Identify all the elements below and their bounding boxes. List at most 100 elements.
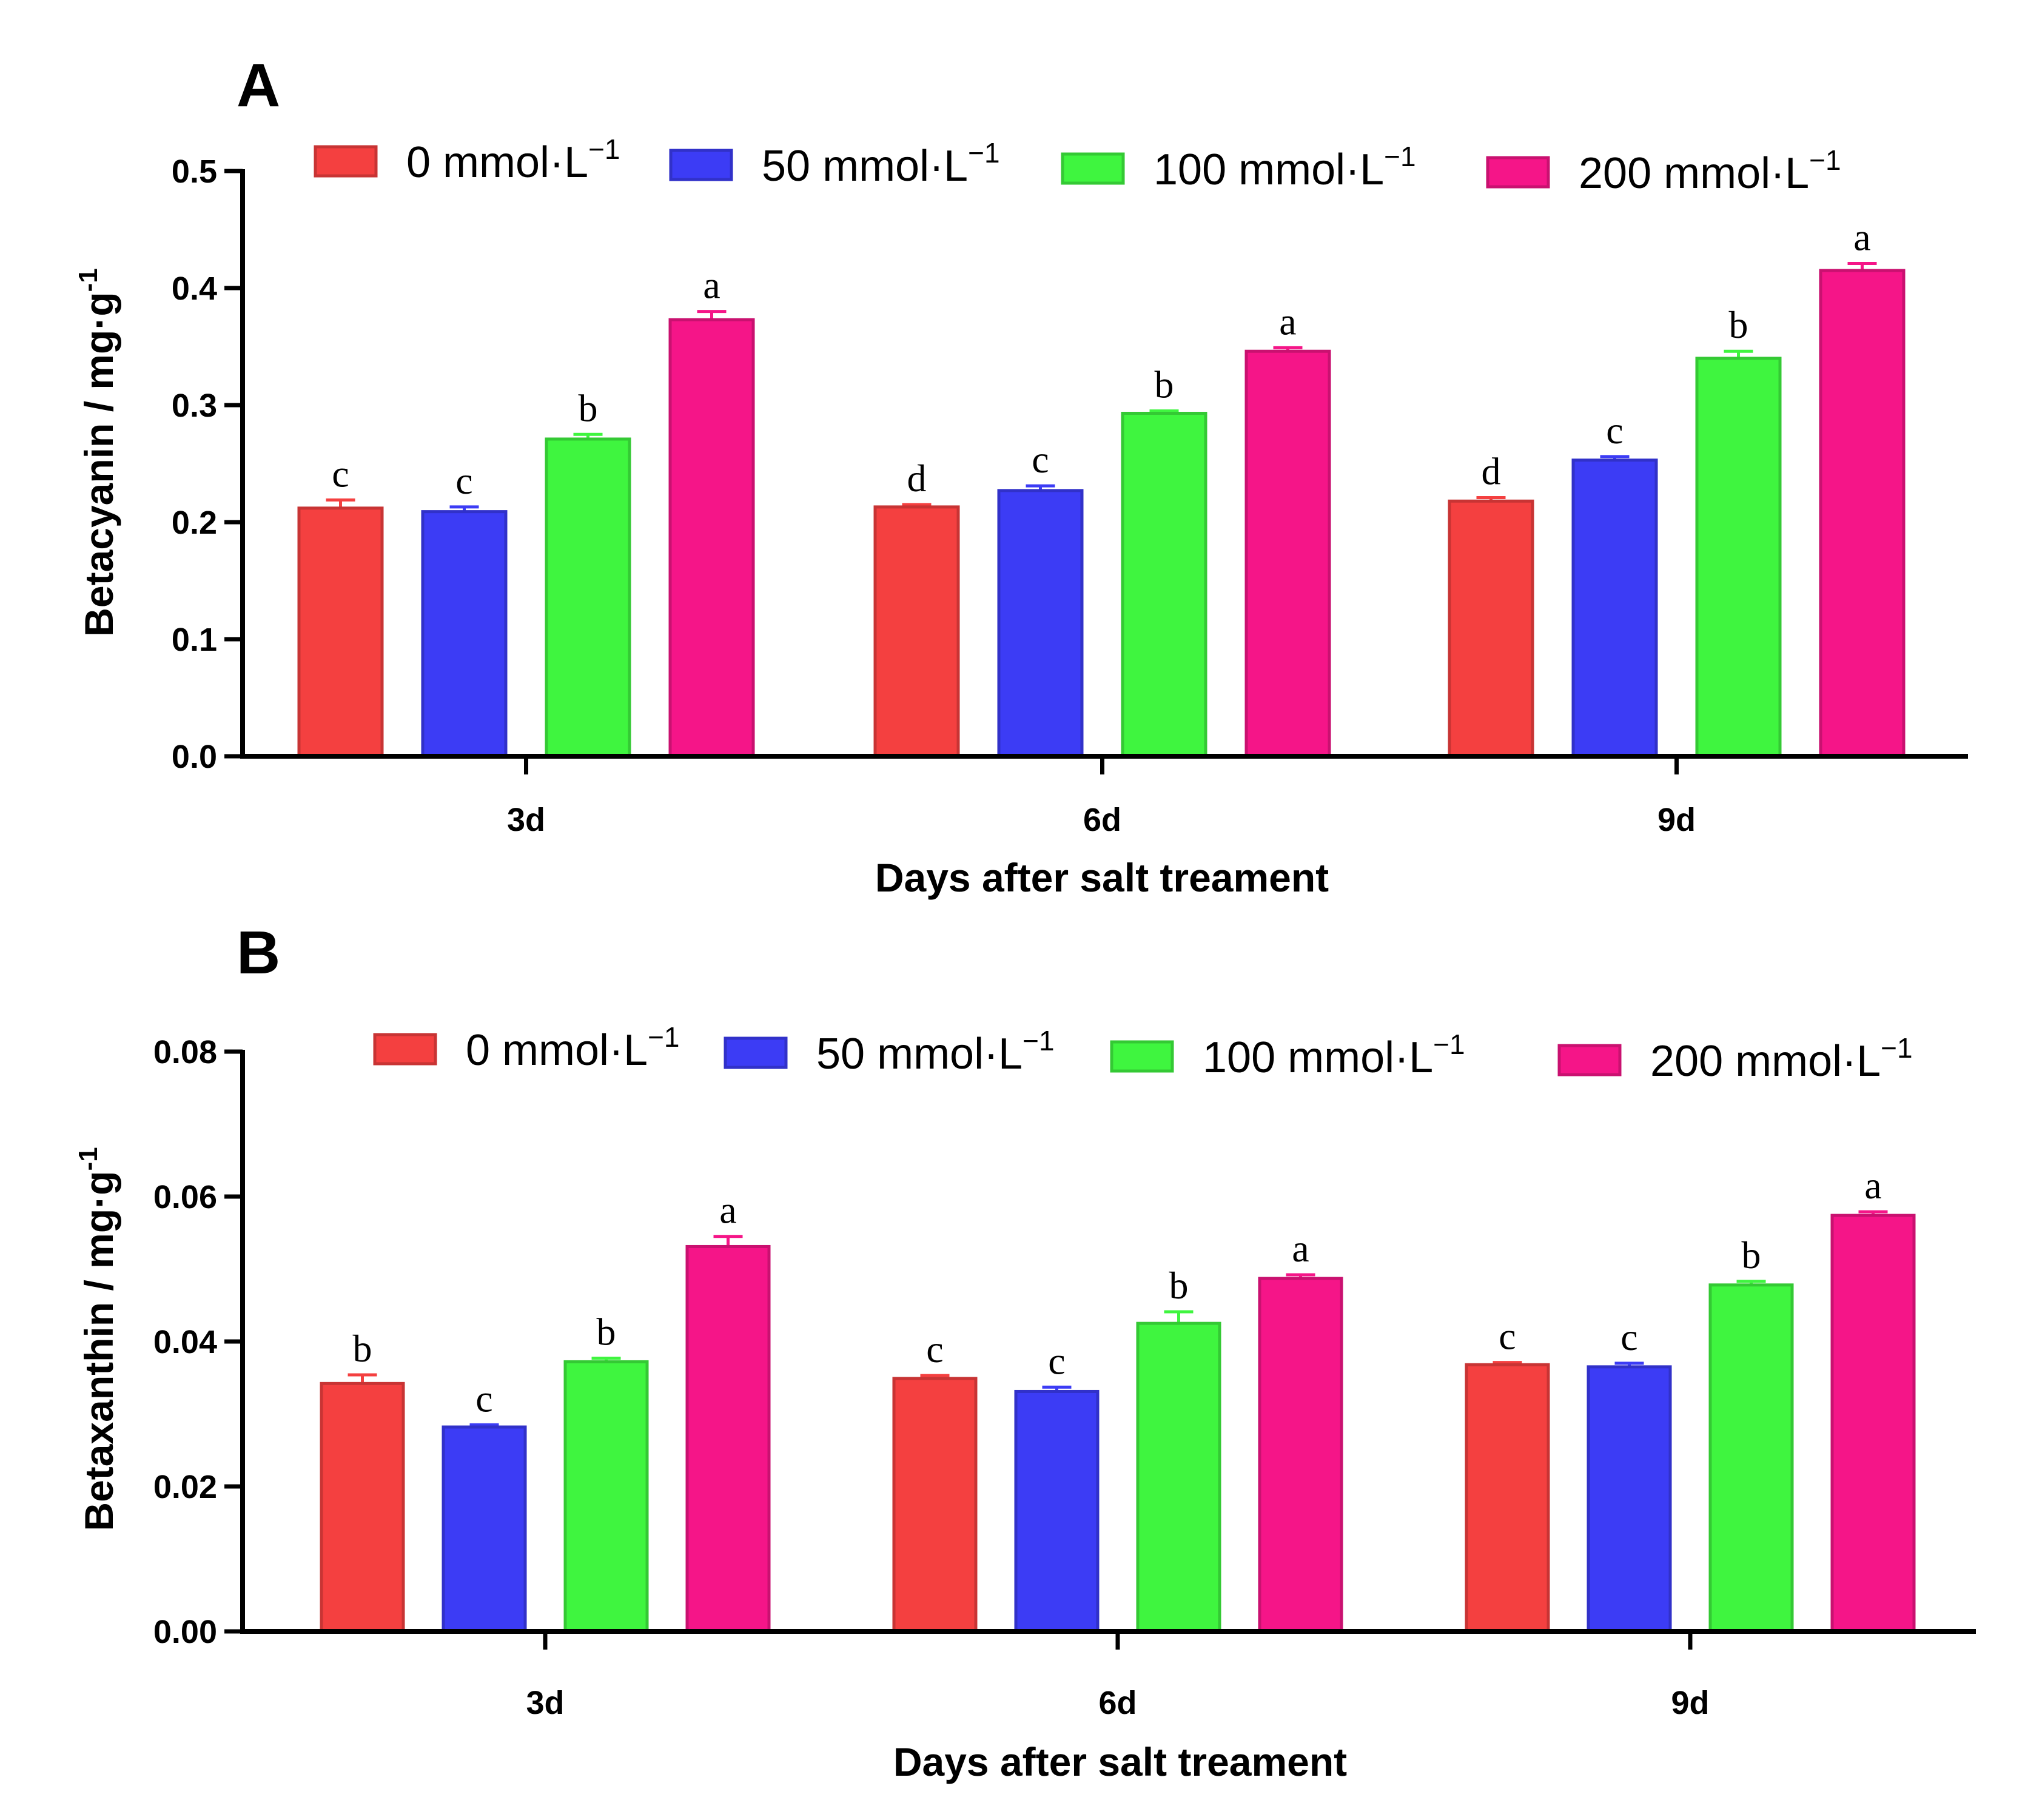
- panel-b-legend-swatch-1: [724, 1036, 788, 1069]
- panel-a-sig-letter-0-0: c: [332, 452, 349, 495]
- panel-a-x-tick-label-1: 6d: [1083, 802, 1121, 838]
- panel-b-sig-letter-3-0: a: [719, 1189, 736, 1232]
- panel-a-bar-0-1: [873, 505, 960, 758]
- panel-a-y-tick-label-4: 0.4: [172, 270, 217, 307]
- panel-a-legend-label-sup-3: −1: [1809, 144, 1841, 176]
- panel-b-bar-2-2: [1708, 1283, 1794, 1633]
- panel-b-legend-swatch-3: [1557, 1044, 1622, 1076]
- panel-a-sig-letter-2-1: b: [1155, 363, 1174, 406]
- panel-a-y-tick-label-1: 0.1: [172, 622, 217, 658]
- panel-b-bar-1-1: [1014, 1389, 1100, 1633]
- panel-a-sig-letter-1-1: c: [1032, 438, 1049, 481]
- panel-b-sig-letter-3-2: a: [1864, 1164, 1881, 1207]
- panel-b-legend-label-sup-2: −1: [1433, 1029, 1465, 1060]
- panel-a-bar-2-1: [1121, 412, 1207, 758]
- panel-b-legend-label-0: 0 mmol·L−1: [466, 1021, 680, 1075]
- panel-a-sig-letter-3-1: a: [1279, 300, 1296, 343]
- panel-a-y-tick-label-0: 0.0: [172, 739, 217, 775]
- panel-b-y-axis-title: Betaxanthin / mg·g-1: [73, 1147, 121, 1531]
- panel-b-x-axis-title: Days after salt treament: [893, 1739, 1347, 1784]
- panel-b-bar-1-2: [1587, 1365, 1672, 1633]
- panel-a-y-axis-title-main: Betacyanin / mg·g: [76, 292, 121, 636]
- panel-b-y-axis-title-main: Betaxanthin / mg·g: [76, 1171, 121, 1531]
- panel-b-sig-letter-0-1: c: [926, 1328, 943, 1371]
- panel-a-bars: [297, 269, 1906, 758]
- panel-a-sig-letter-2-2: b: [1729, 303, 1748, 346]
- panel-b-y-tick-label-2: 0.04: [153, 1324, 217, 1360]
- panel-b-legend-label-text-0: 0 mmol·L: [466, 1026, 648, 1075]
- panel-a-sig-letter-3-0: a: [703, 264, 720, 307]
- panel-a-sig-letter-3-2: a: [1853, 215, 1870, 258]
- panel-b-legend: 0 mmol·L−1 50 mmol·L−1 100 mmol·L−1 200 mmo…: [373, 1021, 1913, 1086]
- panel-a-y-axis-title: Betacyanin / mg·g-1: [73, 268, 121, 637]
- panel-a-significance-letters: c d d c c c b b b a a a: [332, 215, 1870, 502]
- panel-a-sig-letter-0-1: d: [907, 457, 927, 500]
- panel-b-sig-letter-0-2: c: [1499, 1315, 1516, 1358]
- panel-a-sig-letter-2-0: b: [579, 386, 598, 429]
- panel-a-legend-label-text-1: 50 mmol·L: [762, 142, 968, 190]
- panel-a-legend: 0 mmol·L−1 50 mmol·L−1 100 mmol·L−1 200 mmo…: [314, 133, 1841, 198]
- panel-b-bar-2-1: [1136, 1321, 1221, 1633]
- panel-b-label: B: [237, 919, 280, 987]
- panel-a-legend-label-text-2: 100 mmol·L: [1154, 146, 1384, 194]
- panel-a-legend-label-sup-0: −1: [588, 133, 620, 165]
- panel-b-bar-1-0: [442, 1425, 527, 1633]
- panel-b-bar-3-2: [1830, 1214, 1916, 1633]
- panel-a-x-axis-title: Days after salt treament: [875, 855, 1329, 900]
- panel-b-y-tick-label-3: 0.06: [153, 1179, 217, 1215]
- panel-b-x-tick-label-0: 3d: [526, 1685, 564, 1721]
- panel-b-bar-3-1: [1258, 1277, 1343, 1633]
- panel-a-axes: 0.0 0.1 0.2 0.3 0.4 0.5 3d 6d 9d: [172, 153, 1968, 838]
- panel-b-legend-label-sup-3: −1: [1881, 1032, 1912, 1064]
- panel-b-sig-letter-2-1: b: [1169, 1264, 1189, 1307]
- panel-a-bar-0-2: [1448, 499, 1534, 758]
- panel-b-bar-3-0: [685, 1244, 771, 1633]
- panel-a-label: A: [237, 52, 280, 119]
- panel-b-bar-0-1: [892, 1377, 978, 1633]
- panel-b-y-tick-label-0: 0.00: [153, 1614, 217, 1650]
- panel-a-sig-letter-0-2: d: [1482, 449, 1501, 492]
- panel-a-x-tick-label-0: 3d: [507, 802, 545, 838]
- panel-a-bar-2-0: [545, 437, 631, 758]
- panel-b-legend-label-text-3: 200 mmol·L: [1650, 1037, 1881, 1086]
- panel-b-error-bars: [348, 1210, 1888, 1428]
- panel-b-axes: 0.00 0.02 0.04 0.06 0.08 3d 6d 9d: [153, 1034, 1976, 1721]
- panel-a-sig-letter-1-0: c: [455, 459, 472, 502]
- panel-b-bar-0-0: [320, 1382, 405, 1633]
- panel-a-bar-2-2: [1695, 357, 1782, 758]
- panel-a-bar-0-0: [297, 506, 384, 758]
- panel-b-legend-swatch-2: [1110, 1040, 1174, 1073]
- panel-b-y-tick-label-1: 0.02: [153, 1469, 217, 1505]
- panel-b-legend-swatch-0: [373, 1033, 437, 1066]
- panel-a-bar-1-2: [1571, 458, 1658, 758]
- panel-b-legend-label-sup-1: −1: [1023, 1025, 1054, 1056]
- panel-b-sig-letter-1-1: c: [1048, 1339, 1065, 1382]
- panel-a-legend-label-sup-2: −1: [1384, 141, 1415, 172]
- panel-a-y-tick-label-5: 0.5: [172, 153, 217, 190]
- panel-a-legend-label-0: 0 mmol·L−1: [406, 133, 620, 187]
- panel-b-sig-letter-2-2: b: [1742, 1234, 1761, 1277]
- panel-b-y-tick-label-4: 0.08: [153, 1034, 217, 1070]
- panel-b-legend-label-sup-0: −1: [648, 1021, 679, 1053]
- panel-b-bars: [320, 1214, 1916, 1633]
- panel-b-legend-label-text-2: 100 mmol·L: [1203, 1033, 1433, 1082]
- panel-a-legend-swatch-1: [669, 149, 733, 181]
- panel-a-legend-label-2: 100 mmol·L−1: [1154, 141, 1416, 194]
- panel-a-y-axis-title-sup: -1: [73, 268, 103, 292]
- panel-b-sig-letter-3-1: a: [1292, 1227, 1309, 1270]
- panel-a-legend-label-sup-1: −1: [968, 137, 999, 169]
- panel-b: B Betaxanthin / mg·g-1 0 mmol·L−1 50 mmol…: [73, 919, 1976, 1784]
- panel-a-x-tick-label-2: 9d: [1657, 802, 1696, 838]
- panel-a-y-tick-label-3: 0.3: [172, 388, 217, 424]
- panel-a-legend-swatch-2: [1061, 152, 1125, 185]
- panel-b-bar-0-2: [1465, 1363, 1550, 1633]
- panel-a-bar-3-2: [1819, 269, 1906, 758]
- panel-a-legend-label-1: 50 mmol·L−1: [762, 137, 1000, 190]
- panel-a-legend-label-3: 200 mmol·L−1: [1579, 144, 1841, 198]
- panel-a-legend-swatch-0: [314, 145, 378, 178]
- panel-b-legend-label-3: 200 mmol·L−1: [1650, 1032, 1913, 1086]
- panel-b-significance-letters: b c c c c c b b b a a a: [353, 1164, 1882, 1420]
- panel-a-legend-label-text-3: 200 mmol·L: [1579, 149, 1809, 198]
- panel-b-x-tick-label-1: 6d: [1098, 1685, 1137, 1721]
- panel-a-bar-3-0: [668, 318, 755, 758]
